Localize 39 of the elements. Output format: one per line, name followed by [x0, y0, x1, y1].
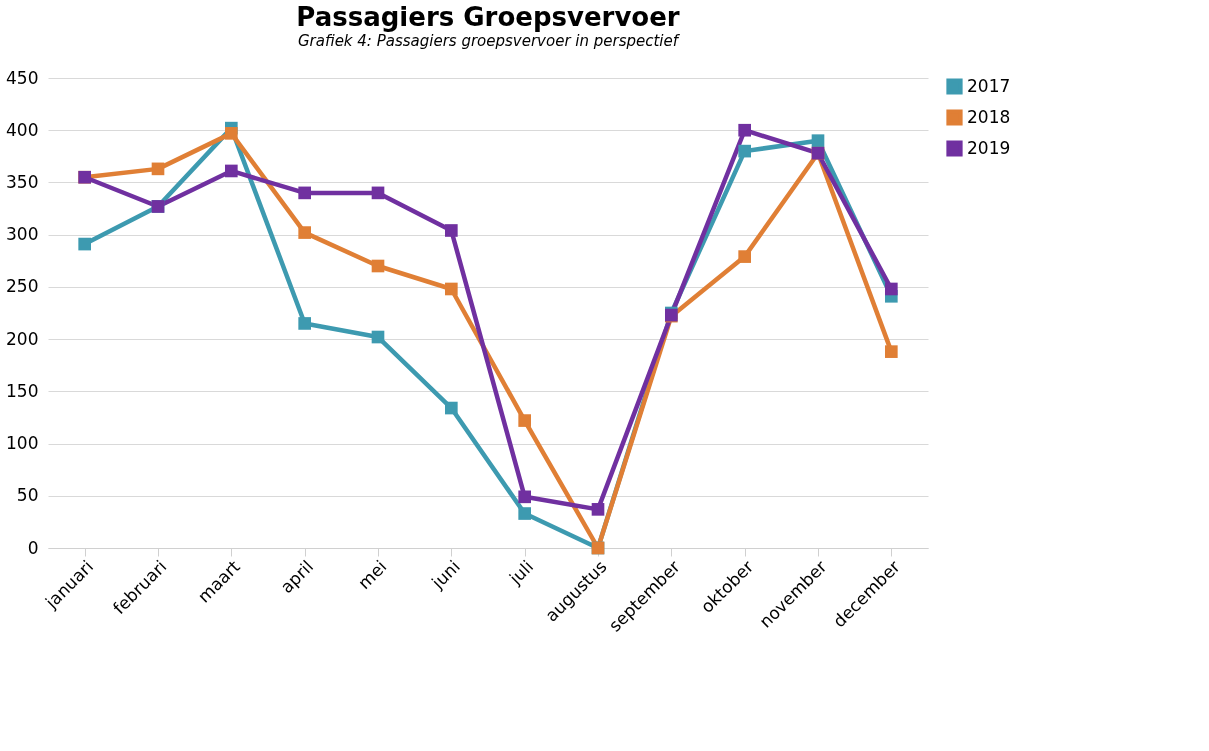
point: [371, 259, 385, 273]
point: [78, 237, 91, 251]
legend-label: 2019: [967, 137, 1011, 158]
point: [151, 162, 165, 176]
point: [885, 282, 898, 296]
point: [445, 282, 458, 296]
point: [445, 224, 458, 237]
point: [518, 490, 531, 504]
point: [225, 164, 238, 178]
point: [518, 507, 531, 520]
point: [591, 503, 605, 516]
point: [738, 144, 751, 158]
point: [298, 186, 311, 200]
point: [225, 127, 238, 140]
y-tick-label: 450: [6, 67, 39, 88]
y-tick-label: 0: [27, 537, 39, 558]
y-tick-label: 350: [6, 171, 39, 192]
y-tick-label: 150: [6, 380, 39, 401]
legend-label: 2018: [967, 106, 1011, 127]
point: [518, 414, 531, 427]
chart-title: Passagiers Groepsvervoer: [296, 2, 680, 32]
point: [738, 123, 751, 137]
y-tick-label: 250: [6, 276, 39, 297]
y-tick-label: 50: [16, 485, 39, 506]
point: [298, 226, 311, 239]
point: [298, 317, 311, 330]
legend-label: 2017: [967, 75, 1011, 96]
y-tick-label: 300: [6, 224, 39, 245]
point: [885, 345, 898, 358]
y-tick-label: 400: [6, 119, 39, 140]
point: [445, 401, 458, 415]
point: [811, 134, 825, 147]
point: [371, 330, 385, 344]
y-tick-label: 200: [6, 328, 39, 349]
text: Grafiek 4: Passagiers groepsvervoer in perspectief: [297, 32, 681, 50]
point: [371, 186, 385, 200]
y-tick-label: 100: [6, 433, 39, 454]
point: [738, 250, 751, 263]
x-tick-label: juli: [504, 556, 538, 589]
